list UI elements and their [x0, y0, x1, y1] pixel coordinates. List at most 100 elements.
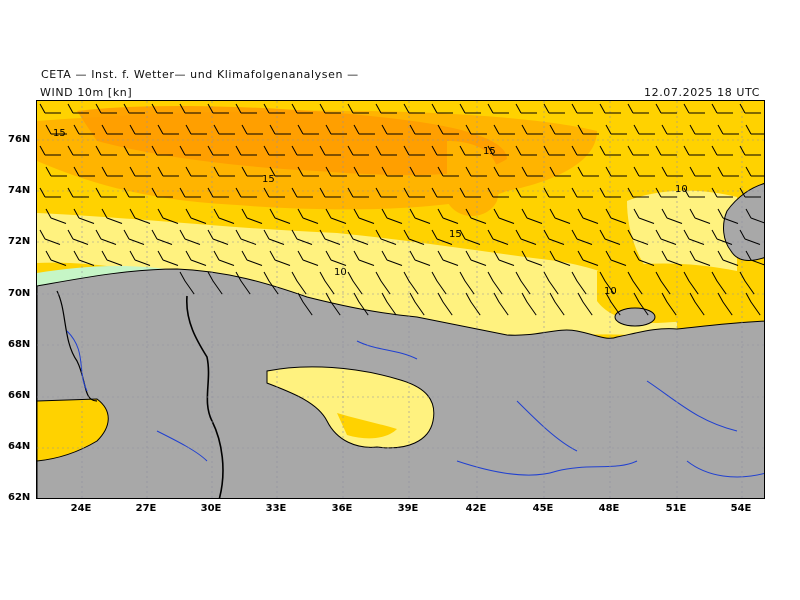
- wind-barb: [487, 145, 509, 156]
- wind-barb: [235, 145, 257, 156]
- wind-barb: [381, 250, 403, 266]
- wind-barb: [67, 145, 89, 156]
- wind-barb: [543, 187, 565, 198]
- wind-barb: [683, 271, 699, 295]
- wind-barb: [269, 250, 291, 266]
- wind-barb: [459, 187, 481, 198]
- wind-barb: [633, 124, 655, 135]
- wind-barb: [185, 208, 207, 224]
- lon-label: 42E: [465, 503, 487, 514]
- country-border-west: [56, 290, 98, 402]
- wind-zone-strong: [77, 105, 507, 176]
- wind-barb: [347, 103, 369, 114]
- contour-label: 15: [262, 174, 275, 185]
- bothnian-water: [37, 398, 109, 462]
- wind-barb: [403, 271, 419, 295]
- lon-label: 45E: [532, 503, 554, 514]
- lon-label: 24E: [70, 503, 92, 514]
- wind-barb: [605, 208, 627, 224]
- wind-barb: [353, 124, 375, 135]
- wind-barb: [689, 124, 711, 135]
- wind-barb: [571, 145, 593, 156]
- wind-barb: [521, 166, 543, 177]
- wind-barb: [549, 250, 571, 266]
- wind-barb: [129, 124, 151, 135]
- wind-barb: [571, 187, 593, 198]
- wind-barb: [683, 145, 705, 156]
- wind-barb: [633, 292, 649, 316]
- wind-barb: [459, 229, 481, 245]
- wind-barb: [577, 292, 593, 316]
- wind-barb: [319, 145, 341, 156]
- wind-barb: [381, 166, 403, 177]
- wind-barb: [151, 187, 173, 198]
- wind-barb: [297, 292, 313, 316]
- wind-barb: [633, 250, 655, 266]
- wind-barb: [123, 229, 145, 245]
- lat-label: 70N: [8, 288, 31, 299]
- wind-barb: [319, 271, 335, 295]
- wind-barb: [375, 103, 397, 114]
- wind-barb: [297, 250, 319, 266]
- lat-label: 76N: [8, 134, 31, 145]
- wind-barb: [465, 292, 481, 316]
- wind-barb: [493, 208, 515, 224]
- wind-barb: [291, 103, 313, 114]
- wind-barb: [403, 229, 425, 245]
- wind-barb: [39, 145, 61, 156]
- wind-barb: [717, 166, 739, 177]
- wind-barb: [319, 229, 341, 245]
- wind-barb: [745, 166, 764, 177]
- wind-barb: [207, 187, 229, 198]
- wind-barb: [347, 187, 369, 198]
- wind-barb: [235, 187, 257, 198]
- wind-barb: [599, 229, 621, 245]
- wind-barb: [605, 292, 621, 316]
- wind-barb: [241, 124, 263, 135]
- wind-barb: [459, 145, 481, 156]
- wind-barb: [185, 166, 207, 177]
- wind-barb: [39, 187, 61, 198]
- wind-barb: [381, 208, 403, 224]
- wind-barb: [269, 166, 291, 177]
- wind-barb: [599, 103, 621, 114]
- wind-barb: [409, 208, 431, 224]
- lat-label: 66N: [8, 390, 31, 401]
- wind-barb: [661, 292, 677, 316]
- wind-barb: [493, 166, 515, 177]
- wind-barb: [353, 166, 375, 177]
- wind-barb: [291, 271, 307, 295]
- wind-barb: [241, 166, 263, 177]
- wind-barb: [739, 187, 761, 198]
- wind-barb: [325, 208, 347, 224]
- wind-barb: [235, 103, 257, 114]
- wind-barb: [627, 271, 643, 295]
- wind-barb: [213, 166, 235, 177]
- wind-barb: [739, 103, 761, 114]
- wind-barb: [745, 124, 764, 135]
- wind-barb: [73, 124, 95, 135]
- wind-barb: [431, 271, 447, 295]
- wind-barb: [179, 187, 201, 198]
- wind-barb: [151, 103, 173, 114]
- wind-barb: [207, 103, 229, 114]
- wind-barb: [45, 208, 67, 224]
- wind-barb: [655, 229, 677, 245]
- contour-label: 10: [675, 184, 688, 195]
- wind-barb: [739, 229, 761, 245]
- wind-barb: [627, 229, 649, 245]
- wind-barb: [347, 271, 363, 295]
- wind-barb: [325, 166, 347, 177]
- wind-barb: [157, 124, 179, 135]
- wind-barb: [95, 103, 117, 114]
- wind-barb: [185, 124, 207, 135]
- wind-barb: [207, 145, 229, 156]
- wind-barb: [571, 271, 587, 295]
- wind-barb: [655, 103, 677, 114]
- wind-barb: [45, 250, 67, 266]
- wind-barb: [73, 250, 95, 266]
- wind-barb: [325, 124, 347, 135]
- wind-barb: [95, 229, 117, 245]
- wind-barb: [319, 187, 341, 198]
- wind-barbs: [39, 103, 764, 316]
